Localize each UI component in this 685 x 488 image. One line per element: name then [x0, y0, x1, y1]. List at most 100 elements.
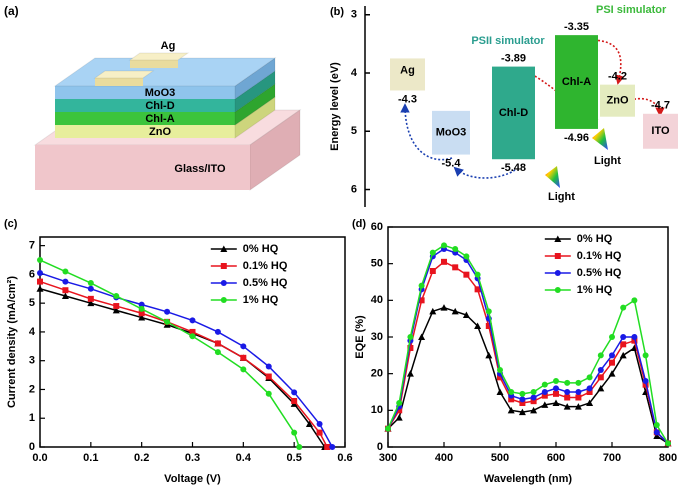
marker — [418, 282, 425, 289]
marker — [87, 295, 94, 302]
marker — [552, 399, 560, 406]
marker — [240, 343, 247, 350]
top-value-label: -3.35 — [564, 21, 589, 33]
y-tick-label: 30 — [371, 331, 383, 343]
hole-transfer-arrow — [453, 166, 516, 179]
marker — [87, 280, 94, 287]
electrode-top — [128, 52, 190, 61]
x-tick-label: 700 — [603, 452, 621, 464]
y-tick-label: 6 — [29, 268, 35, 280]
series-line — [387, 260, 669, 444]
panel-label: (b) — [330, 6, 344, 18]
marker — [564, 379, 571, 386]
marker — [631, 337, 638, 344]
legend-item: 0% HQ — [210, 243, 279, 255]
marker — [609, 352, 615, 359]
marker — [597, 384, 605, 392]
marker — [553, 378, 559, 384]
marker — [631, 334, 638, 340]
legend-label: 0.1% HQ — [577, 250, 622, 262]
marker — [418, 297, 425, 304]
y-tick-label: 1 — [29, 412, 35, 424]
marker — [463, 271, 470, 278]
x-tick-label: 0.0 — [32, 452, 47, 464]
marker — [138, 314, 146, 321]
marker — [138, 301, 145, 308]
marker — [112, 306, 120, 314]
legend-label: 0.1% HQ — [243, 260, 288, 272]
marker — [620, 304, 627, 311]
x-tick-label: 300 — [379, 452, 397, 464]
marker — [164, 308, 171, 315]
marker — [485, 351, 493, 359]
annotation: Light — [548, 191, 575, 203]
x-axis-label: Voltage (V) — [164, 473, 221, 485]
marker — [452, 246, 459, 252]
legend-item: 0.1% HQ — [210, 260, 288, 272]
x-tick-label: 0.2 — [134, 452, 149, 464]
marker — [462, 311, 470, 318]
marker — [563, 403, 571, 410]
marker — [451, 307, 459, 315]
y-tick-label: 3 — [29, 355, 35, 367]
marker — [508, 396, 515, 403]
marker — [61, 292, 69, 299]
bottom-value-label: -4.3 — [398, 93, 417, 105]
energy-chart: 3 4 5 6 Energy level (eV) Ag -4.3 MoO3 -5.4 Chl-D… — [329, 6, 678, 207]
annotation: PSI simulator — [596, 4, 667, 16]
series-line — [387, 306, 669, 444]
marker — [316, 429, 323, 436]
marker — [214, 340, 221, 347]
marker — [620, 341, 627, 348]
x-tick-label: 600 — [547, 452, 565, 464]
electrode-front — [95, 78, 143, 86]
marker — [642, 352, 649, 359]
marker — [385, 425, 391, 432]
marker — [324, 444, 331, 450]
marker — [530, 406, 538, 414]
y-tick-label: 3 — [351, 9, 357, 21]
electron-transfer-arrow — [589, 39, 625, 85]
marker — [653, 432, 661, 439]
marker — [609, 359, 615, 366]
marker — [291, 429, 298, 436]
marker — [189, 328, 196, 335]
layer-label: ZnO — [149, 126, 171, 138]
y-tick-label: 4 — [351, 67, 358, 79]
marker — [37, 257, 43, 264]
line-chart: 300 400 500 600 700 800 0 10 20 30 40 50 60 Wavelengt… — [354, 221, 677, 485]
legend-marker — [554, 287, 561, 293]
marker — [497, 367, 503, 373]
marker — [541, 401, 549, 408]
marker — [586, 399, 594, 406]
y-tick-label: 0 — [377, 441, 383, 453]
marker — [87, 299, 95, 307]
marker — [138, 310, 145, 317]
marker — [541, 389, 548, 395]
marker — [620, 334, 627, 340]
series-line — [39, 288, 326, 448]
y-tick-label: 0 — [29, 441, 35, 453]
layer-front — [55, 86, 235, 99]
marker — [474, 322, 482, 329]
legend-marker — [554, 253, 561, 259]
legend-marker — [554, 270, 561, 276]
marker — [305, 420, 313, 427]
y-axis-label: Energy level (eV) — [329, 62, 341, 151]
marker — [597, 374, 604, 381]
marker — [316, 420, 323, 427]
marker — [37, 269, 43, 276]
layer-front — [55, 125, 235, 138]
y-tick-label: 5 — [29, 297, 35, 309]
marker — [508, 389, 515, 395]
legend-label: 1% HQ — [243, 294, 279, 306]
layer-label: Chl-D — [145, 100, 174, 112]
marker — [485, 323, 492, 329]
marker — [329, 444, 336, 450]
marker — [113, 292, 120, 299]
layer-label: Ag — [161, 40, 176, 52]
marker — [87, 285, 94, 292]
marker — [406, 370, 414, 377]
line-chart: 0.0 0.1 0.2 0.3 0.4 0.5 0.6 0 1 2 3 4 5 6 7 Voltage (V)… — [6, 236, 353, 485]
legend-item: 0.5% HQ — [544, 267, 622, 279]
